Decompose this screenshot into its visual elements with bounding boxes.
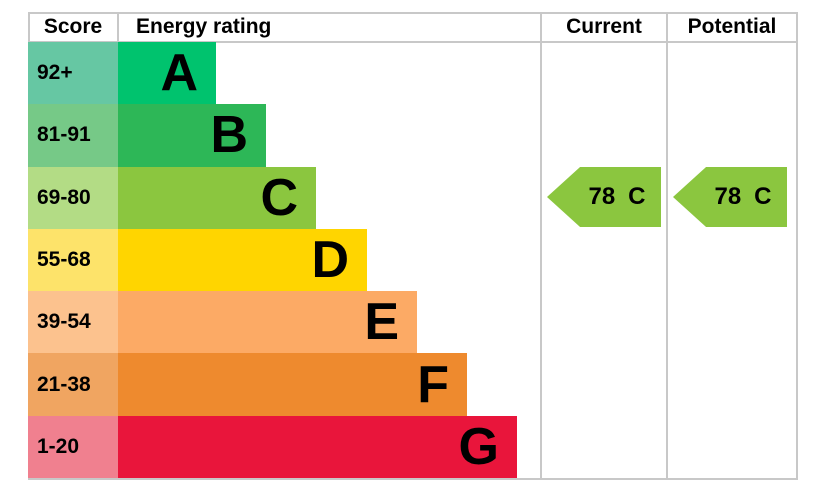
current-column-border <box>540 12 542 480</box>
band-bar-b: B <box>118 104 266 167</box>
band-bar-f: F <box>118 353 467 416</box>
score-range-a: 92+ <box>28 42 118 105</box>
band-bar-g: G <box>118 415 517 478</box>
band-row-d: 55-68 D <box>28 228 798 292</box>
band-row-a: 92+ A <box>28 42 798 105</box>
score-range-e: 39-54 <box>28 291 118 354</box>
rating-bands: 92+ A 81-91 B 69-80 C 55-68 D 39-54 E 21… <box>28 42 798 478</box>
energy-rating-header: Energy rating <box>136 15 272 38</box>
current-rating-letter: C <box>628 183 646 210</box>
table-right-border <box>796 12 798 480</box>
band-bar-c: C <box>118 166 316 229</box>
band-bar-e: E <box>118 291 417 354</box>
potential-header: Potential <box>687 15 777 38</box>
current-header: Current <box>566 15 642 38</box>
band-bar-a: A <box>118 42 216 105</box>
band-row-e: 39-54 E <box>28 291 798 354</box>
potential-rating-letter: C <box>754 183 772 210</box>
potential-rating-value: 78 <box>714 183 742 210</box>
score-range-c: 69-80 <box>28 166 118 229</box>
band-row-c: 69-80 C <box>28 166 798 229</box>
score-range-b: 81-91 <box>28 104 118 167</box>
score-header: Score <box>43 15 103 38</box>
band-bar-d: D <box>118 228 367 292</box>
potential-column-border <box>666 12 668 480</box>
score-range-d: 55-68 <box>28 228 118 292</box>
band-row-g: 1-20 G <box>28 415 798 478</box>
score-column-border <box>117 12 119 43</box>
table-left-border <box>28 12 30 43</box>
score-range-g: 1-20 <box>28 415 118 478</box>
band-row-f: 21-38 F <box>28 353 798 416</box>
score-range-f: 21-38 <box>28 353 118 416</box>
table-bottom-border <box>28 478 798 480</box>
header-bottom-border <box>28 41 798 43</box>
table-top-border <box>28 12 798 14</box>
current-rating-value: 78 <box>588 183 616 210</box>
band-row-b: 81-91 B <box>28 104 798 167</box>
